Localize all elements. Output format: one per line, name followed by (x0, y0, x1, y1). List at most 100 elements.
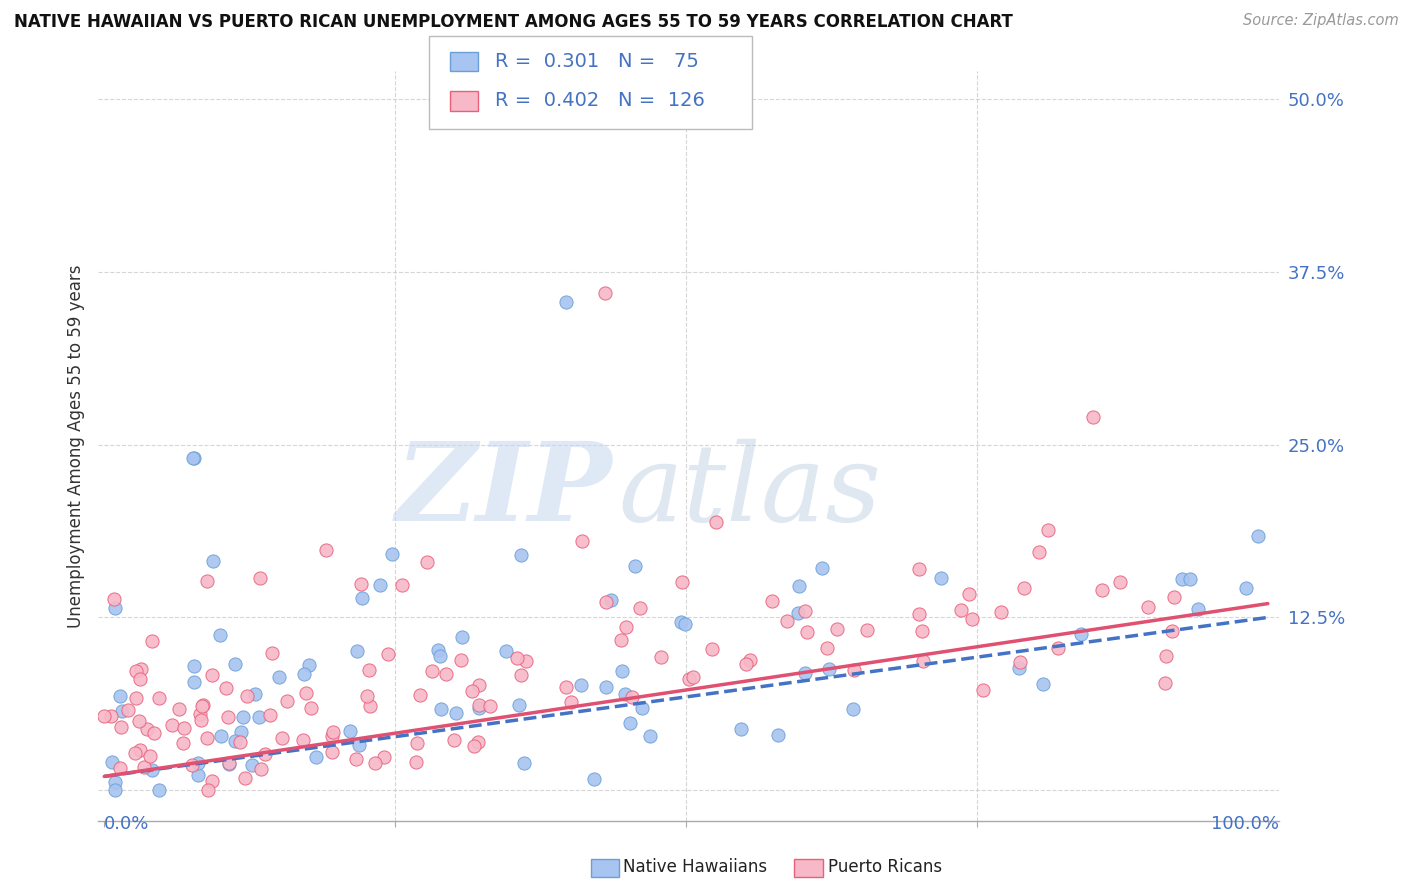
Point (673, 617, 696, 632)
Point (855, 623, 877, 637)
Point (467, 678, 489, 692)
Point (571, 534, 593, 549)
Point (582, 772, 605, 786)
Point (209, 729, 232, 743)
Point (229, 735, 252, 749)
Point (510, 548, 533, 562)
Point (240, 758, 263, 772)
Point (297, 657, 319, 672)
Point (508, 698, 530, 712)
Point (143, 726, 166, 740)
Point (1091, 582, 1114, 597)
Point (990, 606, 1012, 620)
Point (1109, 574, 1132, 589)
Point (628, 600, 651, 615)
Point (183, 659, 205, 673)
Point (128, 714, 150, 728)
Point (911, 624, 934, 638)
Point (104, 775, 127, 789)
Point (1012, 581, 1035, 595)
Point (1047, 640, 1070, 655)
Point (610, 632, 633, 647)
Point (1170, 572, 1192, 586)
Point (321, 729, 343, 743)
Point (299, 701, 322, 715)
Point (495, 644, 517, 658)
Point (124, 664, 146, 678)
Point (160, 718, 183, 732)
Point (593, 285, 616, 300)
Point (141, 634, 163, 648)
Point (929, 571, 952, 585)
Point (377, 647, 399, 661)
Point (183, 451, 205, 466)
Point (100, 709, 122, 723)
Point (595, 680, 617, 694)
Point (322, 725, 344, 739)
Point (350, 591, 373, 606)
Point (104, 601, 127, 615)
Point (624, 558, 647, 573)
Point (555, 680, 578, 694)
Point (825, 622, 848, 636)
Point (218, 756, 240, 771)
Point (505, 650, 527, 665)
Point (811, 560, 834, 574)
Point (640, 729, 662, 743)
Point (671, 615, 693, 630)
Point (761, 593, 783, 607)
Point (117, 703, 139, 717)
Point (420, 664, 443, 678)
Point (195, 574, 218, 588)
Point (195, 731, 218, 746)
Point (249, 570, 271, 584)
Point (111, 704, 134, 718)
Point (1246, 529, 1268, 543)
Point (787, 607, 810, 621)
Point (451, 630, 474, 644)
Point (148, 783, 170, 797)
Point (339, 723, 361, 738)
Point (1163, 591, 1185, 605)
Point (129, 661, 152, 675)
Point (957, 586, 980, 600)
Point (139, 748, 162, 763)
Point (236, 689, 259, 703)
Point (292, 666, 315, 681)
Point (128, 673, 150, 687)
Point (321, 745, 343, 759)
Point (347, 738, 370, 752)
Point (260, 646, 283, 660)
Point (907, 607, 929, 621)
Point (1070, 627, 1092, 641)
Point (215, 681, 238, 695)
Point (510, 668, 533, 682)
Point (1028, 545, 1050, 559)
Point (1032, 676, 1054, 690)
Point (295, 686, 318, 700)
Point (108, 761, 131, 775)
Point (218, 756, 240, 771)
Point (467, 735, 489, 749)
Point (191, 698, 214, 712)
Point (972, 683, 994, 698)
Point (104, 783, 127, 797)
Point (108, 690, 131, 704)
Point (478, 699, 501, 714)
Point (346, 644, 368, 658)
Point (427, 643, 450, 657)
Point (1153, 676, 1175, 690)
Point (1010, 656, 1032, 670)
Point (612, 664, 634, 678)
Text: NATIVE HAWAIIAN VS PUERTO RICAN UNEMPLOYMENT AMONG AGES 55 TO 59 YEARS CORRELATI: NATIVE HAWAIIAN VS PUERTO RICAN UNEMPLOY… (14, 13, 1012, 31)
Text: Native Hawaiians: Native Hawaiians (623, 858, 768, 876)
Point (434, 667, 457, 681)
Point (443, 733, 465, 747)
Point (93, 709, 115, 723)
Point (136, 722, 159, 736)
Point (682, 670, 704, 684)
Point (201, 554, 224, 568)
Point (842, 663, 865, 677)
Point (429, 649, 451, 664)
Point (173, 721, 195, 735)
